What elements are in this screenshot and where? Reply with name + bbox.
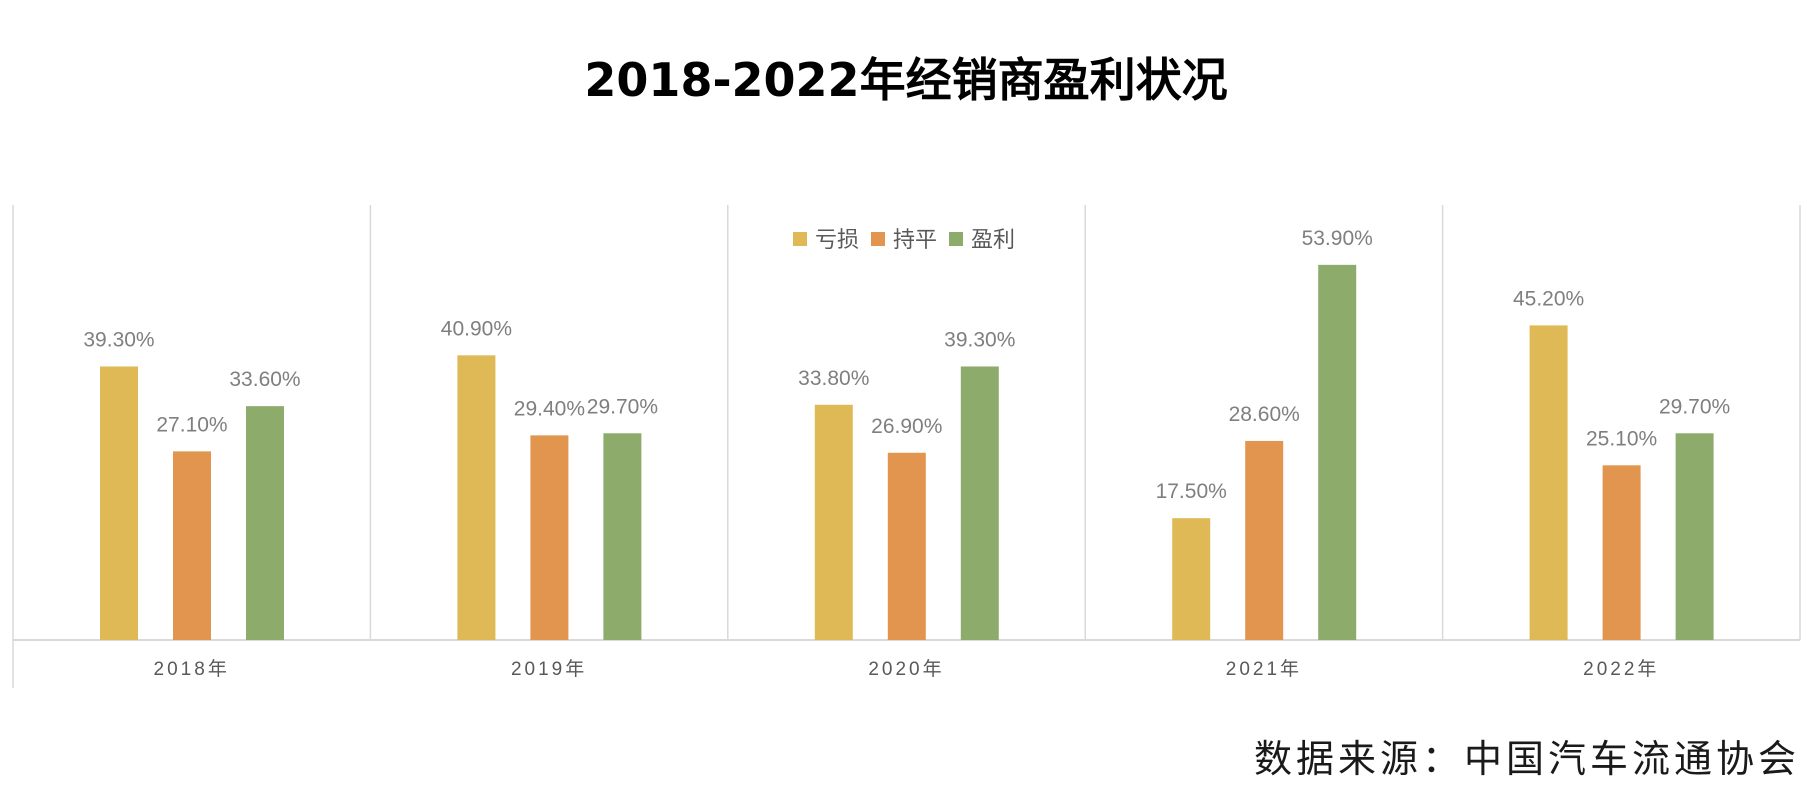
bar xyxy=(814,404,853,640)
x-tick-label: 2018年 xyxy=(154,658,230,680)
bar xyxy=(246,406,284,640)
legend-label: 盈利 xyxy=(971,228,1015,253)
bar xyxy=(173,451,211,640)
bar xyxy=(1602,465,1641,640)
legend-swatch xyxy=(793,232,807,246)
data-label: 33.60% xyxy=(229,368,300,391)
legend-swatch xyxy=(871,232,885,246)
bar xyxy=(530,435,569,640)
data-label: 39.30% xyxy=(944,328,1015,351)
legend-label: 亏损 xyxy=(815,228,859,253)
data-label: 29.70% xyxy=(587,395,658,418)
data-label: 29.40% xyxy=(514,397,585,420)
data-label: 25.10% xyxy=(1586,427,1657,450)
x-tick-label: 2021年 xyxy=(1226,658,1302,680)
data-label: 39.30% xyxy=(83,328,154,351)
x-tick-label: 2019年 xyxy=(511,658,587,680)
bar xyxy=(1318,264,1357,640)
x-tick-label: 2020年 xyxy=(868,658,944,680)
source-note: 数据来源：中国汽车流通协会 xyxy=(1253,737,1800,781)
bar xyxy=(1172,518,1211,640)
legend-label: 持平 xyxy=(893,228,937,253)
bar xyxy=(1245,440,1284,640)
data-label: 27.10% xyxy=(156,413,227,436)
legend-swatch xyxy=(949,232,963,246)
data-label: 33.80% xyxy=(798,367,869,390)
bar xyxy=(457,355,496,640)
bar xyxy=(1675,433,1714,640)
data-label: 40.90% xyxy=(441,317,512,340)
chart-title: 2018-2022年经销商盈利状况 xyxy=(584,53,1228,107)
bar xyxy=(603,433,642,640)
data-label: 45.20% xyxy=(1513,287,1584,310)
bar xyxy=(100,366,138,640)
data-label: 29.70% xyxy=(1659,395,1730,418)
bar xyxy=(887,452,926,640)
data-label: 53.90% xyxy=(1302,227,1373,250)
data-label: 26.90% xyxy=(871,415,942,438)
data-label: 28.60% xyxy=(1229,403,1300,426)
bar xyxy=(960,366,999,640)
bar xyxy=(1529,325,1568,640)
data-label: 17.50% xyxy=(1156,480,1227,503)
x-tick-label: 2022年 xyxy=(1583,658,1659,680)
